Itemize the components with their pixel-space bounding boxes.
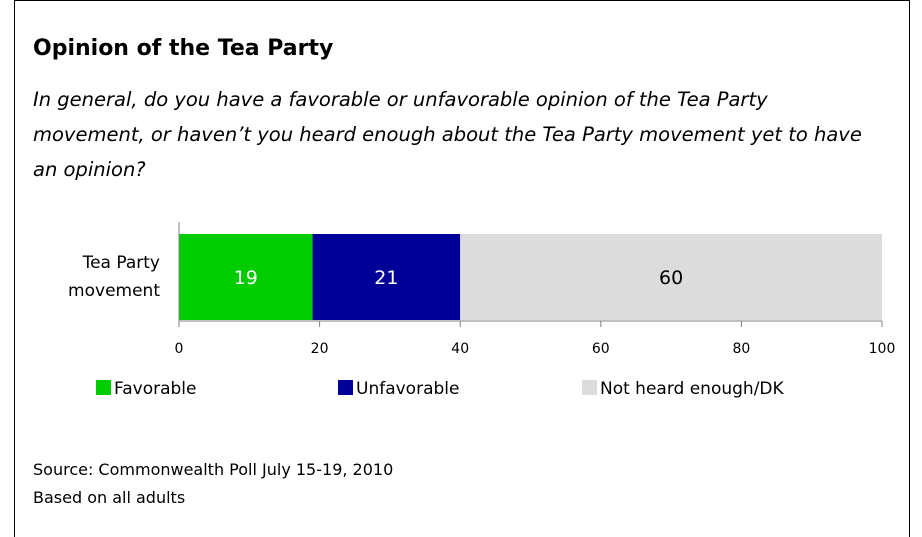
category-label-line: movement <box>68 281 160 301</box>
chart-subtitle: In general, do you have a favorable or u… <box>33 88 862 181</box>
x-axis: 0 20 40 60 80 100 <box>175 222 896 357</box>
legend-label: Unfavorable <box>356 379 459 399</box>
x-tick-label: 40 <box>451 341 469 357</box>
x-tick-label: 80 <box>732 341 750 357</box>
base-text: Based on all adults <box>33 488 186 507</box>
source-text: Source: Commonwealth Poll July 15-19, 20… <box>33 460 394 479</box>
legend-swatch <box>96 380 111 395</box>
category-label-line: Tea Party <box>82 253 160 273</box>
bar-segment-2 <box>460 234 882 320</box>
category-labels: Tea Party movement <box>68 253 160 301</box>
x-tick-label: 100 <box>869 341 896 357</box>
x-tick-label: 60 <box>592 341 610 357</box>
bar-data-label: 21 <box>374 267 398 289</box>
legend-label: Not heard enough/DK <box>600 379 785 399</box>
chart-title: Opinion of the Tea Party <box>33 36 334 61</box>
legend-swatch <box>582 380 597 395</box>
legend-swatch <box>338 380 353 395</box>
x-tick-label: 20 <box>311 341 329 357</box>
source-notes: Source: Commonwealth Poll July 15-19, 20… <box>33 456 393 512</box>
bar-segment-1 <box>312 234 461 320</box>
legend: Favorable Unfavorable Not heard enough/DK <box>96 379 785 399</box>
bars: 19 21 60 <box>179 234 882 320</box>
bar-segment-0 <box>179 234 313 320</box>
bar-data-label: 19 <box>234 267 258 289</box>
x-tick-label: 0 <box>175 341 184 357</box>
legend-label: Favorable <box>114 379 196 399</box>
bar-data-label: 60 <box>659 267 683 289</box>
